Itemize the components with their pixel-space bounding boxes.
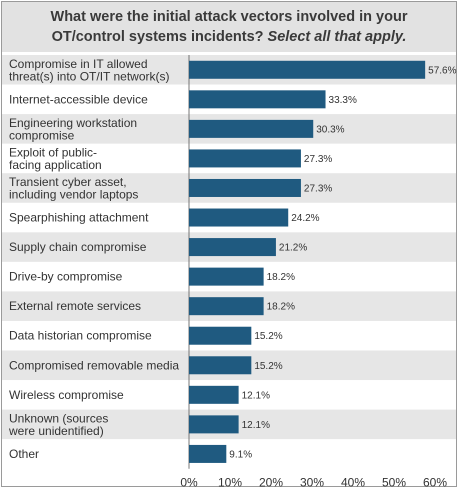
category-label: Internet-accessible device <box>9 92 148 106</box>
category-label: Transient cyber asset, including vendor l… <box>9 175 138 202</box>
value-label: 12.1% <box>242 390 270 401</box>
x-tick-label: 20% <box>259 476 283 490</box>
category-label: Data historian compromise <box>9 329 152 343</box>
bar <box>189 60 426 79</box>
category-label: Other <box>9 447 39 461</box>
x-tick-label: 30% <box>300 476 324 490</box>
value-label: 15.2% <box>254 331 282 342</box>
category-label: Exploit of public-facing application <box>9 145 102 172</box>
bar <box>189 119 314 138</box>
chart-title: What were the initial attack vectors inv… <box>2 2 456 52</box>
category-label: Compromise in IT allowed threat(s) into O… <box>9 57 169 84</box>
bar <box>189 149 301 168</box>
bar <box>189 267 264 286</box>
bar <box>189 385 239 404</box>
bar <box>189 208 289 227</box>
value-label: 57.6% <box>428 65 456 76</box>
bar <box>189 297 264 316</box>
x-tick-label: 60% <box>423 476 447 490</box>
value-label: 33.3% <box>329 95 357 106</box>
category-label-line: including vendor laptops <box>9 187 138 201</box>
category-label-line: Engineering workstation <box>9 116 137 130</box>
category-label-line: threat(s) into OT/IT network(s) <box>9 69 169 83</box>
x-tick-label: 0% <box>180 476 198 490</box>
value-label: 15.2% <box>254 361 282 372</box>
bar <box>189 90 326 109</box>
value-label: 18.2% <box>267 302 295 313</box>
title-instruction: Select all that apply. <box>267 29 407 45</box>
x-tick-label: 50% <box>382 476 406 490</box>
title-question: OT/control systems incidents? <box>51 29 264 45</box>
value-label: 24.2% <box>291 213 319 224</box>
x-tick-label: 10% <box>218 476 242 490</box>
value-label: 9.1% <box>229 449 252 460</box>
bar <box>189 326 252 345</box>
title-line-1: What were the initial attack vectors inv… <box>50 9 408 25</box>
bar <box>189 178 301 197</box>
category-label-line: Compromise in IT allowed <box>9 57 148 71</box>
category-label-line: Transient cyber asset, <box>9 175 127 189</box>
category-label: Engineering workstation compromise <box>9 116 137 143</box>
bar <box>189 356 252 375</box>
category-label: External remote services <box>9 299 141 313</box>
category-label-line: facing application <box>9 158 102 172</box>
value-label: 30.3% <box>316 124 344 135</box>
value-label: 12.1% <box>242 420 270 431</box>
category-label: Drive-by compromise <box>9 270 123 284</box>
value-label: 27.3% <box>304 154 332 165</box>
category-label: Compromised removable media <box>9 358 179 372</box>
bar <box>189 238 276 257</box>
category-label: Supply chain compromise <box>9 240 147 254</box>
category-label-line: were unidentified) <box>8 424 104 438</box>
category-label-line: compromise <box>9 128 75 142</box>
category-label: Unknown (sources were unidentified) <box>8 411 108 438</box>
category-label-line: Exploit of public- <box>9 145 97 159</box>
value-label: 18.2% <box>267 272 295 283</box>
bar <box>189 444 227 463</box>
title-line-2: OT/control systems incidents? Select all… <box>2 28 456 46</box>
category-label: Wireless compromise <box>9 388 124 402</box>
value-label: 21.2% <box>279 243 307 254</box>
value-label: 27.3% <box>304 183 332 194</box>
x-tick-label: 40% <box>341 476 365 490</box>
bar <box>189 415 239 434</box>
category-label-line: Unknown (sources <box>9 411 108 425</box>
category-label: Spearphishing attachment <box>9 211 149 225</box>
